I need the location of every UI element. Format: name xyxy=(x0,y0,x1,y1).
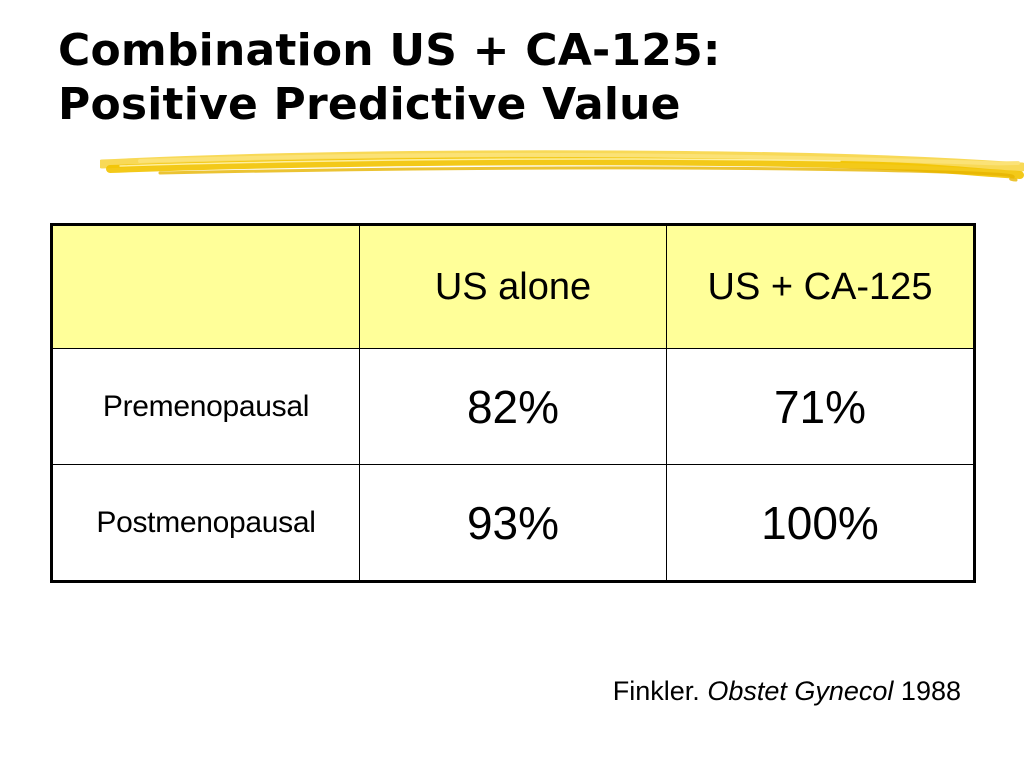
cell-us-ca125: 100% xyxy=(666,464,975,582)
citation-author: Finkler. xyxy=(612,676,700,706)
ppv-table: US alone US + CA-125 Premenopausal 82% 7… xyxy=(50,223,976,583)
row-label: Postmenopausal xyxy=(51,464,360,582)
header-empty-cell xyxy=(51,224,360,349)
slide-title-line-2: Positive Predictive Value xyxy=(58,79,681,130)
header-us-alone: US alone xyxy=(359,224,667,349)
cell-us-ca125: 71% xyxy=(666,348,975,465)
table-row: Postmenopausal 93% 100% xyxy=(51,464,975,582)
table-row: Premenopausal 82% 71% xyxy=(51,348,975,465)
yellow-brush-underline xyxy=(100,150,1024,182)
cell-us-alone: 93% xyxy=(359,464,667,582)
cell-us-alone: 82% xyxy=(359,348,667,465)
citation-year: 1988 xyxy=(900,676,961,706)
table-header-row: US alone US + CA-125 xyxy=(51,224,975,349)
slide-title: Combination US + CA-125: Positive Predic… xyxy=(58,24,721,132)
header-us-ca125: US + CA-125 xyxy=(666,224,975,349)
citation: Finkler. Obstet Gynecol 1988 xyxy=(613,676,961,707)
row-label: Premenopausal xyxy=(51,348,360,465)
citation-journal: Obstet Gynecol xyxy=(707,676,894,706)
slide-title-line-1: Combination US + CA-125: xyxy=(58,25,721,76)
